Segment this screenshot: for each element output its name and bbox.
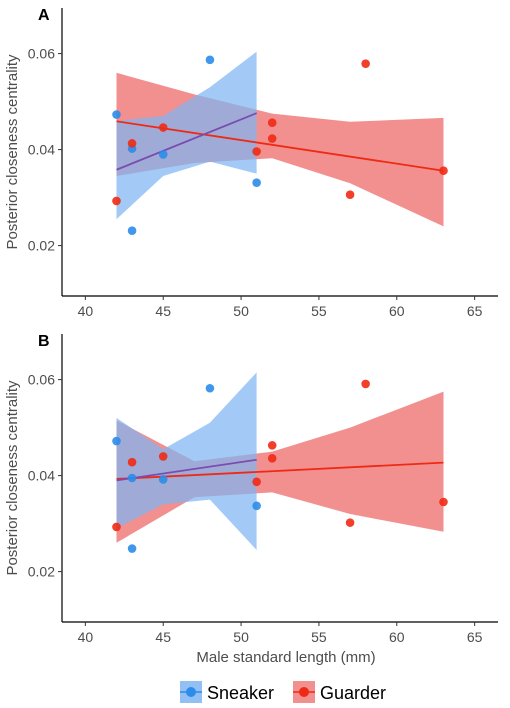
guarder-point	[252, 477, 261, 487]
sneaker-point	[127, 226, 137, 236]
legend-dot-sneaker	[186, 687, 196, 697]
panel-letter: A	[38, 7, 50, 24]
guarder-point	[361, 379, 370, 389]
sneaker-point	[112, 436, 121, 446]
panel-a: A Posterior closeness centrality 0.02 0.04 0…	[4, 7, 498, 319]
sneaker-point	[127, 473, 137, 483]
guarder-point	[267, 118, 277, 128]
panel-b: B Posterior closeness centrality 0.02 0.04 0…	[4, 333, 498, 645]
guarder-fit-line	[116, 461, 444, 480]
guarder-fit-line	[116, 120, 444, 172]
guarder-point	[127, 139, 137, 148]
guarder-point	[345, 190, 355, 200]
x-tick-label: 55	[311, 303, 327, 319]
guarder-point	[112, 196, 121, 206]
guarder-point	[439, 497, 448, 507]
x-axis-title: Male standard length (mm)	[196, 649, 375, 666]
sneaker-point	[158, 475, 168, 484]
guarder-point	[158, 123, 168, 132]
sneaker-confidence-band	[116, 51, 257, 220]
sneaker-point	[127, 544, 137, 553]
y-tick-label: 0.06	[28, 46, 55, 62]
x-tick-label: 40	[78, 303, 94, 319]
legend-label-sneaker: Sneaker	[207, 683, 274, 703]
sneaker-confidence-band	[116, 372, 257, 550]
x-tick-label: 45	[155, 629, 171, 645]
y-axis-title: Posterior closeness centrality	[4, 380, 21, 576]
y-tick-label: 0.02	[28, 238, 55, 254]
sneaker-point	[205, 383, 215, 393]
sneaker-point	[158, 150, 168, 159]
guarder-point	[127, 457, 137, 467]
x-tick-label: 50	[233, 629, 249, 645]
guarder-confidence-band	[116, 391, 444, 543]
sneaker-point	[205, 55, 215, 65]
x-tick-label: 65	[467, 303, 483, 319]
y-tick-label: 0.04	[28, 142, 55, 158]
sneaker-fit-line	[116, 112, 257, 171]
legend-dot-guarder	[299, 687, 309, 697]
x-tick-label: 60	[389, 629, 405, 645]
sneaker-point	[252, 501, 261, 511]
guarder-point	[267, 134, 277, 143]
guarder-point	[361, 59, 370, 68]
y-axis-title: Posterior closeness centrality	[4, 54, 21, 250]
x-tick-label: 45	[155, 303, 171, 319]
panel-letter: B	[38, 333, 50, 350]
sneaker-point	[112, 110, 121, 119]
guarder-point	[345, 518, 355, 527]
sneaker-fit-line	[116, 458, 257, 482]
x-tick-label: 55	[311, 629, 327, 645]
y-tick-label: 0.04	[28, 468, 55, 484]
guarder-point	[252, 147, 261, 156]
guarder-point	[158, 452, 168, 461]
x-tick-label: 50	[233, 303, 249, 319]
guarder-point	[267, 441, 277, 450]
y-tick-label: 0.02	[28, 564, 55, 580]
guarder-point	[267, 454, 277, 463]
y-tick-label: 0.06	[28, 372, 55, 388]
guarder-point	[439, 166, 448, 176]
legend-label-guarder: Guarder	[320, 683, 386, 703]
x-tick-label: 60	[389, 303, 405, 319]
legend: Sneaker Guarder	[180, 681, 386, 703]
x-tick-label: 65	[467, 629, 483, 645]
sneaker-point	[252, 178, 261, 188]
x-tick-label: 40	[78, 629, 94, 645]
guarder-point	[112, 522, 121, 532]
